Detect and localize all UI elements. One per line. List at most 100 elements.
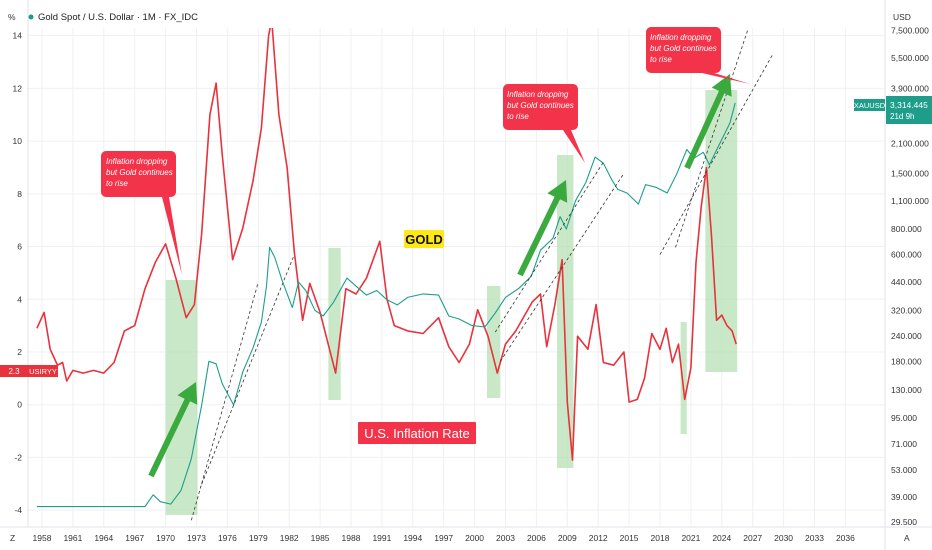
x-tick-label: 1964 [94,533,113,543]
x-tick-label: 2036 [836,533,855,543]
x-tick-label: 2012 [589,533,608,543]
right-tick-label: 240.000 [891,331,922,341]
left-unit-label: % [8,12,16,22]
right-tick-label: 29.500 [891,517,917,527]
usiryy-tag: 2.3 USIRYY [0,365,58,377]
trend-arrow [517,180,568,277]
x-axis-ticks: 1958 1961 1964 1967 1970 1973 1976 1979 1982 1985… [33,533,856,543]
xauusd-price-tag: XAUUSD 3,314.445 21d 9h [854,96,932,124]
right-tick-label: 95.000 [891,413,917,423]
x-tick-label: 1979 [249,533,268,543]
x-tick-label: 2003 [496,533,515,543]
grid-lines [28,28,885,527]
right-tick-label: 800.000 [891,224,922,234]
x-tick-label: 1976 [218,533,237,543]
channel-line [500,173,625,362]
x-tick-label: 1958 [33,533,52,543]
x-tick-label: 2033 [805,533,824,543]
right-tick-label: 1,500.000 [891,168,929,178]
right-tick-label: 5,500.000 [891,53,929,63]
series-xauusd [36,102,736,508]
right-tick-label: 600.000 [891,250,922,260]
right-tick-label: 180.000 [891,356,922,366]
xauusd-tag-label: XAUUSD [854,101,886,110]
right-tick-label: 71.000 [891,439,917,449]
x-tick-label: 2009 [558,533,577,543]
x-tick-label: 2006 [527,533,546,543]
callout-2: Inflation dropping but Gold continues to… [503,84,585,163]
callout-2-line-1: Inflation dropping [507,90,569,99]
left-tick-label: 6 [17,242,22,252]
gold-badge: GOLD [404,230,444,248]
right-tick-label: 130.000 [891,385,922,395]
x-tick-label: 1985 [311,533,330,543]
left-tick-label: 2 [17,347,22,357]
x-tick-label: 1961 [63,533,82,543]
left-axis-ticks: 1614121086420-2-4 [13,31,23,515]
inflation-badge-label: U.S. Inflation Rate [364,426,470,441]
right-unit-label: USD [893,12,911,22]
xauusd-price: 3,314.445 [890,100,928,110]
x-tick-label: 2030 [774,533,793,543]
x-tick-label: 1997 [434,533,453,543]
callout-1-line-3: to rise [106,179,128,188]
xauusd-countdown: 21d 9h [890,112,914,121]
trend-arrow [684,74,732,170]
right-tick-label: 440.000 [891,277,922,287]
right-tick-label: 3,900.000 [891,83,929,93]
right-tick-label: 39.000 [891,492,917,502]
left-tick-label: 14 [13,31,23,41]
right-tick-label: 320.000 [891,305,922,315]
channel-line [494,161,604,333]
title-dot [28,14,34,20]
x-tick-label: 2027 [743,533,762,543]
left-tick-label: 8 [17,189,22,199]
channel-line [190,281,259,521]
highlight-zone [680,322,687,434]
channel-line [201,254,295,485]
series-layer [36,28,737,508]
left-tick-label: 4 [17,294,22,304]
x-tick-label: 1988 [342,533,361,543]
left-tick-label: -4 [14,505,22,515]
highlight-zones [165,90,738,515]
highlight-zone [557,155,574,468]
left-tick-label: -2 [14,452,22,462]
trend-arrows [148,74,732,478]
gold-badge-label: GOLD [405,232,443,247]
timezone-corner[interactable]: Z [10,533,15,543]
x-tick-label: 1973 [187,533,206,543]
right-tick-label: 7,500.000 [891,25,929,35]
callout-3-line-2: but Gold continues [650,44,717,53]
callout-3: Inflation dropping but Gold continues to… [646,27,750,84]
x-tick-label: 2021 [681,533,700,543]
callout-2-line-2: but Gold continues [507,101,574,110]
left-tick-label: 10 [13,136,23,146]
chart-title: Gold Spot / U.S. Dollar · 1M · FX_IDC [38,12,198,23]
usiryy-value: 2.3 [8,367,20,376]
trend-arrow [148,382,198,478]
callout-1: Inflation dropping but Gold continues to… [101,151,182,275]
usiryy-tag-label: USIRYY [29,367,57,376]
x-tick-label: 1994 [403,533,422,543]
x-tick-label: 2018 [651,533,670,543]
callout-1-line-2: but Gold continues [106,168,173,177]
x-tick-label: 2024 [712,533,731,543]
callout-3-line-3: to rise [650,55,672,64]
right-tick-label: 1,100.000 [891,196,929,206]
right-tick-label: 2,100.000 [891,138,929,148]
x-tick-label: 2015 [620,533,639,543]
x-tick-label: 2000 [465,533,484,543]
auto-scale-button[interactable]: A [904,533,910,543]
x-tick-label: 1982 [280,533,299,543]
trend-channels [190,30,774,521]
series-usiryy [36,28,737,461]
callout-1-line-1: Inflation dropping [106,157,168,166]
x-tick-label: 1991 [372,533,391,543]
right-tick-label: 53.000 [891,465,917,475]
left-tick-label: 12 [13,83,23,93]
callout-2-line-3: to rise [507,112,529,121]
highlight-zone [328,248,341,400]
